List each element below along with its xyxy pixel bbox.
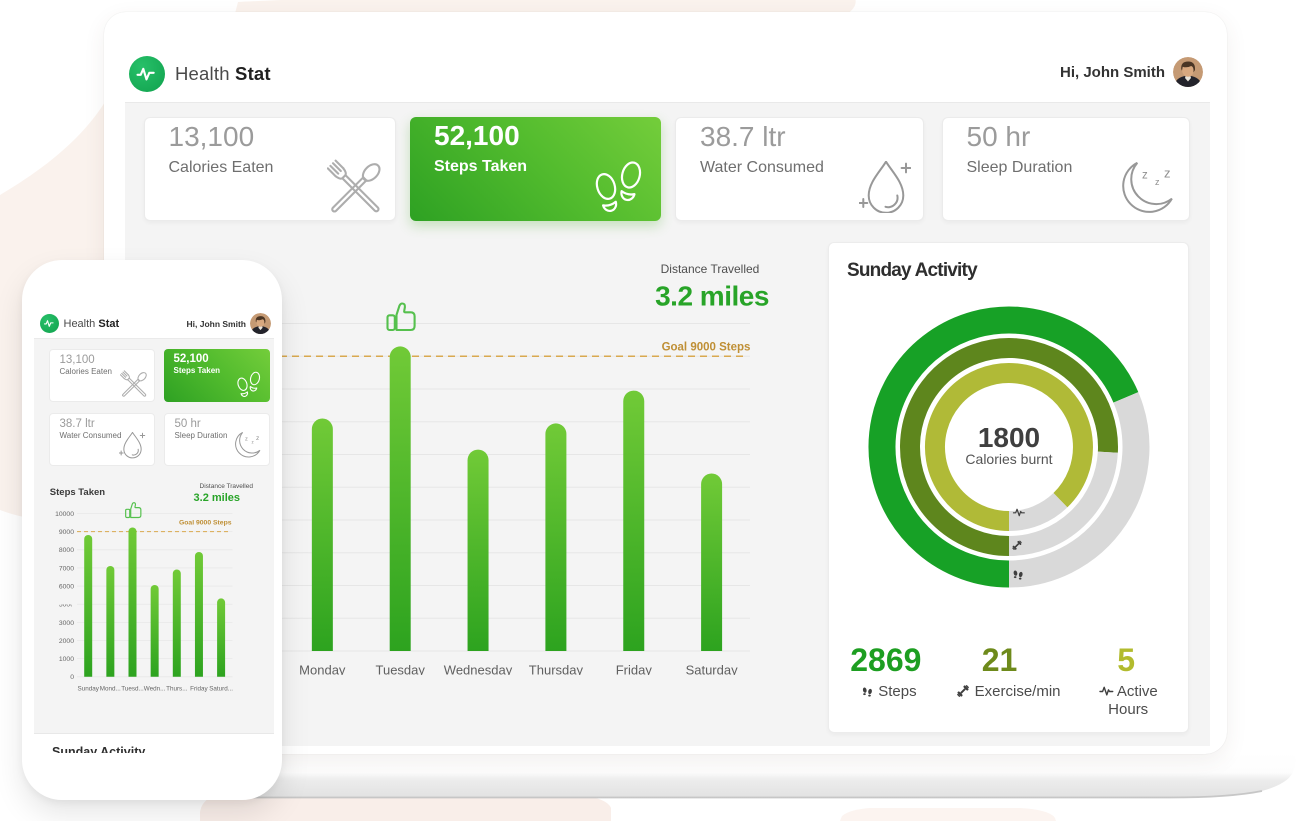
svg-text:1000: 1000 [59, 656, 74, 663]
svg-text:3.2 miles: 3.2 miles [655, 281, 769, 312]
svg-text:Distance Travelled: Distance Travelled [661, 262, 760, 276]
svg-text:Goal 9000 Steps: Goal 9000 Steps [662, 342, 751, 354]
svg-text:10000: 10000 [55, 511, 74, 518]
svg-text:Sunday: Sunday [78, 686, 100, 693]
svg-text:2000: 2000 [59, 638, 74, 645]
svg-text:Thurs...: Thurs... [166, 686, 188, 693]
svg-text:Goal 9000 Steps: Goal 9000 Steps [179, 520, 232, 527]
svg-text:Monday: Monday [299, 663, 346, 676]
svg-text:Wedn...: Wedn... [144, 686, 166, 693]
svg-text:6000: 6000 [59, 583, 74, 590]
svg-text:Tuesd...: Tuesd... [121, 686, 144, 693]
svg-text:Mond...: Mond... [100, 686, 121, 693]
svg-text:0: 0 [70, 674, 74, 681]
svg-text:Saturday: Saturday [686, 663, 739, 676]
svg-text:5000: 5000 [59, 602, 74, 609]
svg-text:3000: 3000 [59, 620, 74, 627]
svg-text:Friday: Friday [190, 686, 208, 693]
svg-text:Thursday: Thursday [529, 663, 584, 676]
svg-text:8000: 8000 [59, 547, 74, 554]
svg-text:9000: 9000 [59, 529, 74, 536]
svg-text:Tuesday: Tuesday [376, 663, 426, 676]
svg-text:7000: 7000 [59, 565, 74, 572]
svg-text:Wednesday: Wednesday [444, 663, 513, 676]
svg-text:Saturd...: Saturd... [209, 686, 233, 693]
svg-text:Friday: Friday [616, 663, 653, 676]
